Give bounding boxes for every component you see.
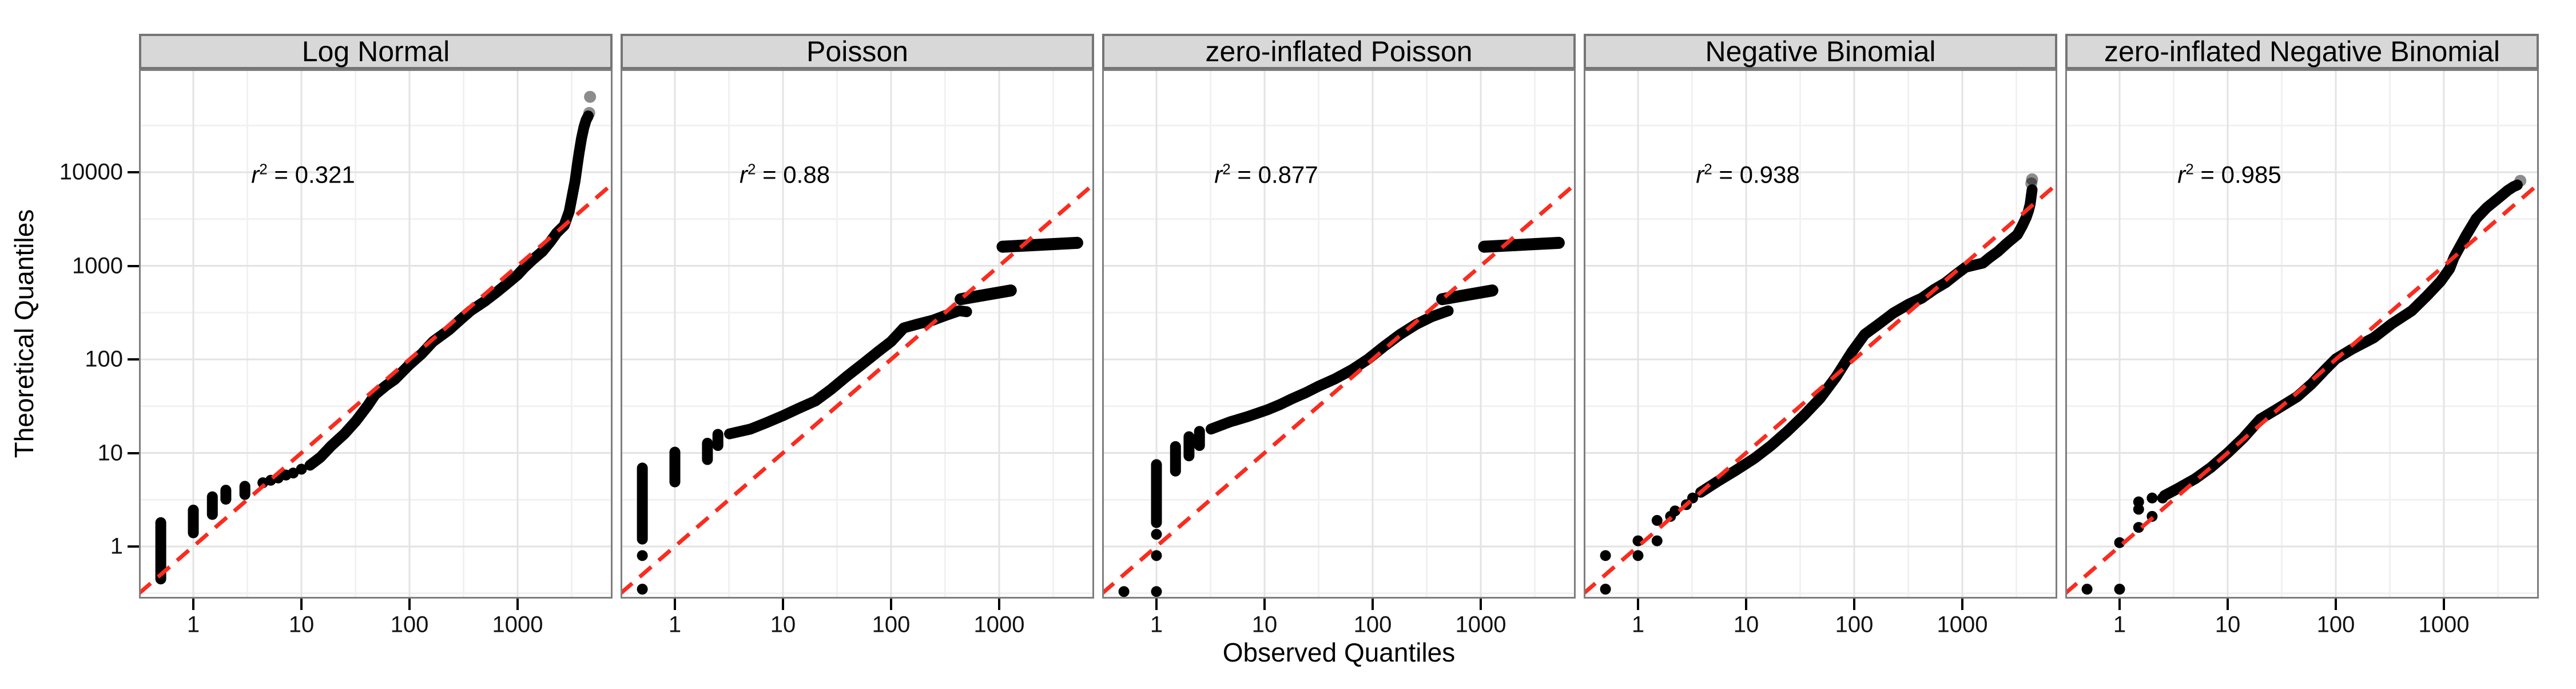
y-axis-tick-mark	[128, 171, 139, 173]
x-axis-tick-mark	[1155, 599, 1158, 610]
facet-strip-label: Negative Binomial	[1705, 35, 1936, 68]
y-axis-tick-label: 10	[97, 440, 124, 465]
r-squared-annotation: r2 = 0.321	[251, 160, 355, 188]
x-axis-tick-mark	[782, 599, 784, 610]
x-axis-tick-label: 10	[288, 612, 315, 637]
facet-strip: Negative Binomial	[1584, 34, 2057, 69]
facet-strip-label: zero-inflated Poisson	[1205, 35, 1473, 68]
x-axis-tick-mark	[1853, 599, 1855, 610]
facet-strip: Log Normal	[139, 34, 613, 69]
qq-panel-1	[621, 69, 1094, 599]
facet-strip-label: Poisson	[806, 35, 908, 68]
x-axis-tick-label: 1	[1150, 612, 1163, 637]
x-axis-tick-label: 1	[1631, 612, 1645, 637]
y-axis-tick-label: 1000	[72, 253, 123, 278]
x-axis-tick-label: 100	[1835, 612, 1874, 637]
y-axis-tick-mark	[128, 545, 139, 548]
x-axis-tick-mark	[1745, 599, 1747, 610]
y-axis-tick-label: 10000	[59, 159, 123, 185]
x-axis-tick-mark	[1961, 599, 1963, 610]
r-squared-annotation: r2 = 0.938	[1696, 160, 1800, 188]
facet-strip: zero-inflated Poisson	[1102, 34, 1576, 69]
r-squared-annotation: r2 = 0.985	[2177, 160, 2281, 188]
x-axis-tick-mark	[2227, 599, 2229, 610]
y-axis-tick-label: 100	[85, 346, 123, 372]
qq-points	[1600, 173, 2038, 595]
x-axis-tick-mark	[192, 599, 194, 610]
x-axis-tick-mark	[1263, 599, 1266, 610]
qq-panel-0	[139, 69, 613, 599]
facet-strip: Poisson	[621, 34, 1094, 69]
x-axis-tick-label: 100	[390, 612, 429, 637]
y-axis-tick-mark	[128, 452, 139, 454]
x-axis-tick-mark	[1480, 599, 1482, 610]
x-axis-tick-label: 1	[2113, 612, 2126, 637]
x-axis-tick-mark	[674, 599, 676, 610]
identity-reference-line	[2065, 182, 2539, 595]
x-axis-tick-label: 1000	[1455, 612, 1506, 637]
x-axis-tick-mark	[1637, 599, 1639, 610]
qq-points	[637, 236, 1083, 595]
y-axis-title: Theoretical Quantiles	[9, 209, 39, 458]
x-axis-tick-mark	[998, 599, 1000, 610]
x-axis-tick-label: 10	[770, 612, 796, 637]
x-axis-tick-mark	[300, 599, 303, 610]
x-axis-tick-label: 10	[1733, 612, 1759, 637]
x-axis-tick-label: 1000	[1937, 612, 1988, 637]
x-axis-tick-mark	[890, 599, 892, 610]
y-axis-tick-mark	[128, 264, 139, 267]
x-axis-tick-mark	[516, 599, 519, 610]
qq-points	[1118, 236, 1565, 597]
x-axis-tick-label: 100	[872, 612, 911, 637]
qq-panel-3	[1584, 69, 2057, 599]
y-axis-tick-mark	[128, 358, 139, 361]
x-axis-tick-label: 1000	[2418, 612, 2470, 637]
facet-strip-label: zero-inflated Negative Binomial	[2104, 35, 2501, 68]
x-axis-tick-mark	[2335, 599, 2337, 610]
facet-strip: zero-inflated Negative Binomial	[2065, 34, 2539, 69]
qq-points	[155, 90, 597, 585]
x-axis-tick-label: 10	[1251, 612, 1278, 637]
r-squared-annotation: r2 = 0.877	[1214, 160, 1318, 188]
facet-strip-label: Log Normal	[301, 35, 450, 68]
x-axis-tick-label: 1	[668, 612, 682, 637]
x-axis-tick-label: 100	[1353, 612, 1392, 637]
identity-reference-line	[1584, 182, 2057, 595]
x-axis-title: Observed Quantiles	[1222, 637, 1456, 667]
r-squared-annotation: r2 = 0.88	[739, 160, 830, 188]
identity-reference-line	[1102, 182, 1576, 595]
x-axis-tick-label: 100	[2316, 612, 2355, 637]
x-axis-tick-mark	[1372, 599, 1374, 610]
identity-reference-line	[139, 182, 613, 595]
x-axis-tick-mark	[2118, 599, 2121, 610]
x-axis-tick-mark	[408, 599, 411, 610]
x-axis-tick-label: 1000	[492, 612, 543, 637]
x-axis-tick-mark	[2443, 599, 2445, 610]
qq-panel-4	[2065, 69, 2539, 599]
qq-panel-2	[1102, 69, 1576, 599]
x-axis-tick-label: 10	[2215, 612, 2241, 637]
y-axis-tick-label: 1	[110, 533, 123, 559]
identity-reference-line	[621, 182, 1094, 595]
x-axis-tick-label: 1000	[973, 612, 1025, 637]
x-axis-tick-label: 1	[186, 612, 200, 637]
